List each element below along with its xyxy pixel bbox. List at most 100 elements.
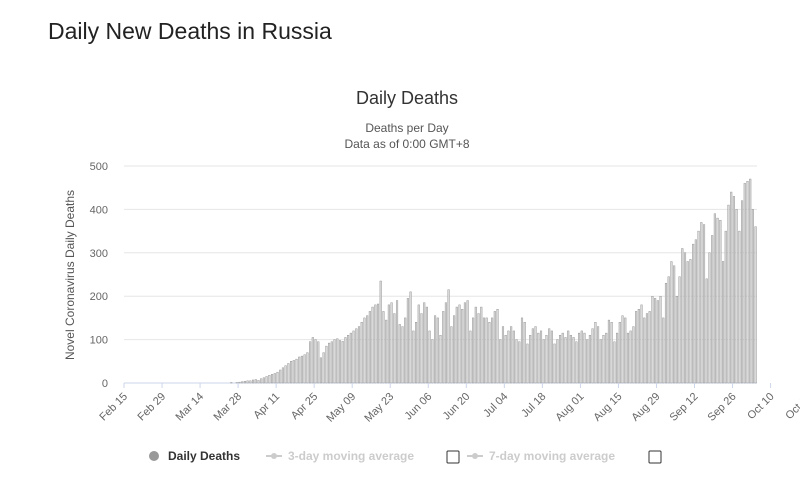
- y-tick-label: 500: [90, 161, 108, 173]
- bar: [371, 306, 374, 384]
- bar: [423, 302, 426, 384]
- bar: [697, 230, 700, 384]
- bar: [382, 311, 385, 384]
- bar: [395, 300, 399, 384]
- legend-item-daily-deaths[interactable]: Daily Deaths: [149, 449, 240, 463]
- bar: [458, 304, 461, 384]
- bar: [730, 191, 733, 384]
- y-tick-label: 200: [90, 291, 108, 303]
- bar: [387, 304, 390, 384]
- bar: [504, 335, 507, 384]
- bar: [385, 319, 388, 384]
- bar: [667, 276, 670, 384]
- bar: [431, 339, 434, 384]
- bar: [287, 363, 290, 384]
- bar: [580, 330, 583, 384]
- bar: [485, 317, 488, 384]
- bar: [711, 235, 714, 384]
- bar: [607, 319, 610, 384]
- bar: [436, 317, 439, 384]
- bar: [743, 183, 746, 384]
- bar: [575, 341, 578, 384]
- page-title: Daily New Deaths in Russia: [48, 18, 332, 44]
- x-tick-label: Apr 11: [251, 391, 282, 422]
- bar: [678, 276, 681, 384]
- bar: [716, 217, 719, 384]
- bar: [276, 371, 279, 384]
- bar: [751, 209, 754, 384]
- bar: [461, 309, 464, 384]
- x-tick-label: Mar 14: [173, 391, 206, 424]
- bar: [594, 322, 597, 384]
- bar: [616, 332, 619, 384]
- bar: [355, 328, 358, 384]
- bar: [314, 339, 317, 384]
- bar: [406, 298, 409, 384]
- x-tick-label: May 23: [362, 391, 396, 425]
- x-tick-label: Feb 15: [97, 391, 130, 424]
- y-tick-labels: 0 100 200 300 400 500: [90, 161, 108, 390]
- bar: [241, 381, 244, 384]
- bar: [591, 328, 594, 384]
- bar: [531, 328, 534, 384]
- bar: [572, 337, 575, 384]
- legend-item-3-day-moving-average[interactable]: 3-day moving average: [266, 449, 460, 464]
- bar: [376, 303, 380, 384]
- legend-checkbox[interactable]: [648, 450, 662, 464]
- bar: [344, 337, 347, 384]
- x-tick-label: Aug 29: [629, 391, 662, 424]
- bar: [507, 330, 510, 384]
- bar: [466, 300, 469, 384]
- legend-checkbox[interactable]: [446, 450, 460, 464]
- bar: [265, 376, 268, 384]
- bar: [654, 298, 657, 384]
- bar: [578, 332, 581, 384]
- legend-marker-icon: [149, 451, 159, 461]
- bar: [279, 369, 282, 384]
- x-tick-label: Aug 15: [591, 391, 624, 424]
- bar: [444, 302, 447, 384]
- x-tick-label: Sep 12: [667, 391, 700, 424]
- x-tick-label: Jul 04: [481, 391, 510, 420]
- bar: [724, 230, 727, 384]
- bar: [512, 330, 515, 384]
- bar: [347, 335, 350, 384]
- bar: [629, 330, 632, 384]
- bar: [252, 379, 255, 384]
- bar: [586, 339, 589, 384]
- bar: [238, 381, 241, 384]
- bar: [417, 304, 420, 384]
- bar: [330, 341, 333, 384]
- bar: [564, 337, 567, 384]
- bar: [746, 180, 749, 384]
- bar: [333, 339, 336, 384]
- bar: [349, 332, 352, 384]
- bar: [298, 356, 301, 384]
- bar: [662, 317, 665, 384]
- bar: [300, 355, 303, 384]
- bar: [366, 315, 369, 384]
- bar: [474, 306, 477, 384]
- bar: [309, 341, 312, 384]
- bar: [686, 261, 689, 384]
- bar: [501, 326, 505, 384]
- bar: [545, 335, 548, 384]
- bar: [640, 304, 643, 384]
- bar: [262, 377, 265, 384]
- bar: [328, 342, 331, 384]
- legend-item-7-day-moving-average[interactable]: 7-day moving average: [467, 449, 662, 464]
- bar: [637, 309, 640, 384]
- bar: [415, 322, 418, 384]
- bar: [518, 341, 521, 384]
- bar: [558, 335, 562, 384]
- bar: [317, 341, 320, 384]
- bar: [447, 289, 450, 384]
- bar: [281, 367, 284, 384]
- legend[interactable]: Daily Deaths 3-day moving average 7-day mo…: [149, 449, 662, 464]
- bars: [230, 178, 757, 384]
- bar: [534, 326, 537, 384]
- bar: [539, 330, 543, 384]
- bar: [439, 335, 442, 384]
- bar: [493, 311, 496, 384]
